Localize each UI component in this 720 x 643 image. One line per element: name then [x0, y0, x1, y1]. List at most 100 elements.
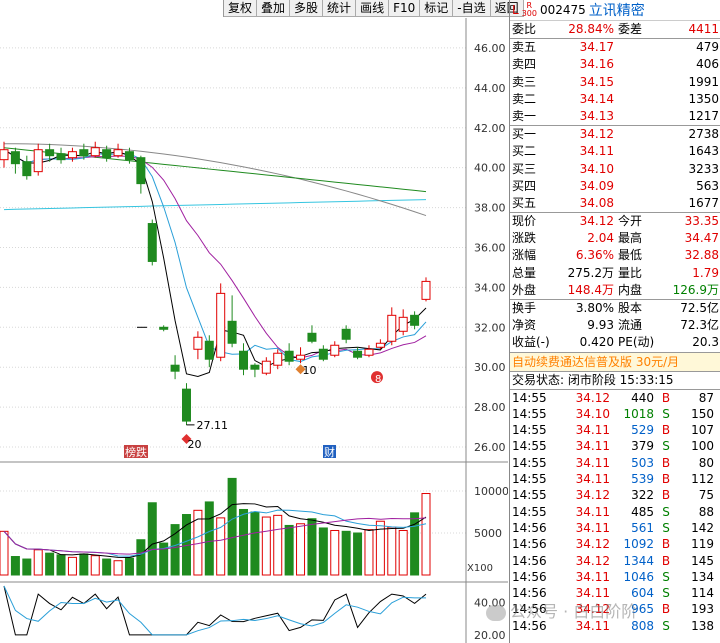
- toolbar-f10-button[interactable]: F10: [389, 0, 421, 17]
- trade-row[interactable]: 14:56 34.12 1344 B 145: [510, 553, 720, 569]
- buy-row[interactable]: 买三 34.10 3233: [510, 161, 720, 178]
- ad-banner[interactable]: 自动续费通达信普及版 30元/月: [510, 351, 720, 372]
- candle-body: [56, 153, 66, 161]
- toolbar-mark-button[interactable]: 标记: [420, 0, 454, 17]
- sell-spacer: [614, 74, 658, 91]
- sell-row[interactable]: 卖三 34.15 1991: [510, 74, 720, 91]
- volume-bar: [124, 557, 134, 576]
- sell-row[interactable]: 卖四 34.16 406: [510, 56, 720, 73]
- candle-body: [239, 350, 249, 370]
- trade-price: 34.11: [575, 520, 610, 535]
- trade-row[interactable]: 14:55 34.11 379 S 100: [510, 438, 720, 454]
- trade-row[interactable]: 14:56 34.11 808 S 138: [510, 618, 720, 634]
- toolbar-back-button[interactable]: 返回: [490, 0, 524, 17]
- kline-chart[interactable]: 46.00 44.00 42.00 40.00 38.00 36.00 34.00 32.00…: [0, 0, 508, 643]
- buy-row[interactable]: 买四 34.09 563: [510, 178, 720, 195]
- trade-row[interactable]: 14:56 34.11 604 S 114: [510, 585, 720, 601]
- price-axis-label: 30.00: [474, 361, 506, 374]
- stat-value: 126.9万: [672, 282, 719, 297]
- trade-price: 34.12: [575, 488, 610, 503]
- stock-header: L R 300 002475 立讯精密: [510, 0, 720, 21]
- stat-row: 总量 275.2万 量比 1.79: [510, 265, 720, 282]
- trade-row[interactable]: 14:56 34.12 1092 B 119: [510, 536, 720, 552]
- volume-bar: [216, 517, 226, 576]
- tick-trades-list[interactable]: 14:55 34.12 440 B 87 14:55 34.10 1018 S 150 14:55 3…: [510, 390, 720, 634]
- trade-row[interactable]: 14:55 34.11 485 S 88: [510, 504, 720, 520]
- volume-unit-label: X100: [467, 563, 493, 574]
- indicator-axis-label: 20.00: [474, 629, 506, 642]
- candle-body: [318, 348, 328, 360]
- buy-level-label: 买三: [512, 161, 537, 176]
- sell-price: 34.14: [579, 91, 614, 106]
- ma250-line: [3, 199, 427, 211]
- trade-direction: S: [662, 504, 670, 519]
- trade-direction: S: [662, 439, 670, 454]
- toolbar-watchlist-button[interactable]: -自选: [453, 0, 491, 17]
- stat-row: 涨幅 6.36% 最低 32.88: [510, 247, 720, 264]
- candle-body: [261, 360, 271, 374]
- buy-spacer: [614, 195, 658, 212]
- stat-value: 9.93: [587, 318, 614, 333]
- volume-bar: [296, 523, 306, 576]
- trade-row[interactable]: 14:56 34.12 965 B 193: [510, 601, 720, 617]
- toolbar-multi-stock-button[interactable]: 多股: [290, 0, 324, 17]
- trade-direction: S: [662, 618, 670, 633]
- trade-time: 14:56: [512, 520, 547, 535]
- buy-row[interactable]: 买五 34.08 1677: [510, 195, 720, 212]
- volume-bar: [387, 526, 397, 576]
- trade-row[interactable]: 14:55 34.11 503 B 80: [510, 455, 720, 471]
- trade-row[interactable]: 14:55 34.12 440 B 87: [510, 390, 720, 406]
- trade-time: 14:55: [512, 472, 547, 487]
- trade-row[interactable]: 14:56 34.11 1046 S 134: [510, 569, 720, 585]
- sell-row[interactable]: 卖五 34.17 479: [510, 39, 720, 56]
- trade-volume: 561: [631, 520, 654, 535]
- kline-chart-pane[interactable]: 46.00 44.00 42.00 40.00 38.00 36.00 34.00 32.00…: [0, 0, 524, 643]
- toolbar-overlay-button[interactable]: 叠加: [257, 0, 291, 17]
- buy-row[interactable]: 买一 34.12 2738: [510, 126, 720, 143]
- trade-count: 145: [691, 553, 714, 568]
- bangdie-tag-label: 榜跌: [125, 445, 147, 459]
- indicator-line-2: [3, 585, 426, 636]
- volume-bar: [136, 539, 146, 576]
- price-axis-label: 42.00: [474, 122, 506, 135]
- toolbar-fuquan-button[interactable]: 复权: [224, 0, 258, 17]
- toolbar-draw-line-button[interactable]: 画线: [356, 0, 390, 17]
- ma120-line: [3, 143, 427, 217]
- trade-time: 14:56: [512, 618, 547, 633]
- price-axis-label: 26.00: [474, 441, 506, 454]
- sell-spacer: [614, 91, 658, 108]
- stat-label: 收益(-): [512, 335, 550, 350]
- trade-row[interactable]: 14:55 34.11 529 B 107: [510, 422, 720, 438]
- price-axis-label: 32.00: [474, 321, 506, 334]
- stat-label: 今开: [618, 214, 643, 229]
- cai-tag-label: 财: [324, 445, 335, 459]
- buy-price: 34.12: [579, 127, 614, 142]
- r-badge: R 300: [521, 1, 537, 18]
- ma60-line: [3, 147, 427, 193]
- stat-row: 净资 9.93 流通 72.3亿: [510, 317, 720, 334]
- sell-row[interactable]: 卖一 34.13 1217: [510, 108, 720, 125]
- trade-volume: 503: [631, 455, 654, 470]
- chart-toolbar: 复权 叠加 多股 统计 画线 F10 标记 -自选 返回: [223, 0, 524, 17]
- sell-level-label: 卖二: [512, 91, 537, 106]
- toolbar-statistics-button[interactable]: 统计: [323, 0, 357, 17]
- buy-row[interactable]: 买二 34.11 1643: [510, 143, 720, 160]
- trade-volume: 539: [631, 472, 654, 487]
- buy-volume: 1677: [688, 195, 719, 210]
- stock-name[interactable]: 立讯精密: [588, 3, 645, 19]
- stat-row: 涨跌 2.04 最高 34.47: [510, 230, 720, 247]
- buy-spacer: [614, 126, 658, 143]
- trade-row[interactable]: 14:55 34.10 1018 S 150: [510, 406, 720, 422]
- trade-price: 34.12: [575, 602, 610, 617]
- volume-bar: [330, 529, 340, 576]
- candle-body: [250, 364, 260, 370]
- stat-value: 0.420: [579, 335, 614, 350]
- trade-row[interactable]: 14:56 34.11 561 S 142: [510, 520, 720, 536]
- sell-row[interactable]: 卖二 34.14 1350: [510, 91, 720, 108]
- trade-row[interactable]: 14:55 34.12 322 B 75: [510, 487, 720, 503]
- trade-price: 34.11: [575, 472, 610, 487]
- trade-direction: B: [661, 472, 671, 487]
- candle-body: [307, 332, 317, 342]
- weicha-value: 4411: [688, 22, 719, 36]
- trade-row[interactable]: 14:55 34.11 539 B 112: [510, 471, 720, 487]
